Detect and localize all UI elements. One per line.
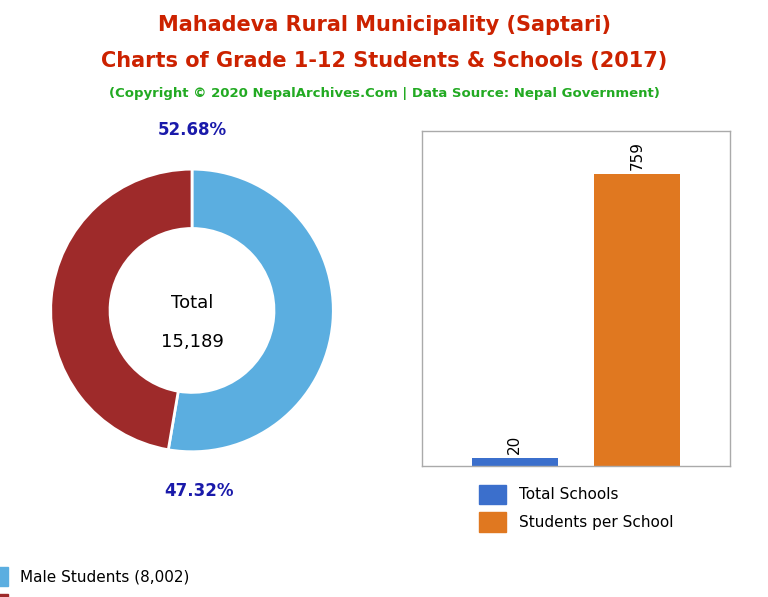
Text: 20: 20 — [507, 435, 522, 454]
Text: (Copyright © 2020 NepalArchives.Com | Data Source: Nepal Government): (Copyright © 2020 NepalArchives.Com | Da… — [108, 87, 660, 100]
Text: Charts of Grade 1-12 Students & Schools (2017): Charts of Grade 1-12 Students & Schools … — [101, 51, 667, 71]
Text: 759: 759 — [630, 141, 645, 170]
Wedge shape — [168, 169, 333, 452]
Text: 52.68%: 52.68% — [157, 121, 227, 139]
Bar — [594, 174, 680, 466]
Bar — [472, 458, 558, 466]
Text: Total: Total — [170, 294, 214, 312]
Text: Mahadeva Rural Municipality (Saptari): Mahadeva Rural Municipality (Saptari) — [157, 15, 611, 35]
Legend: Total Schools, Students per School: Total Schools, Students per School — [479, 485, 673, 531]
Text: 47.32%: 47.32% — [164, 482, 233, 500]
Wedge shape — [51, 169, 192, 450]
Text: 15,189: 15,189 — [161, 333, 223, 350]
Legend: Male Students (8,002), Female Students (7,187): Male Students (8,002), Female Students (… — [0, 567, 209, 597]
